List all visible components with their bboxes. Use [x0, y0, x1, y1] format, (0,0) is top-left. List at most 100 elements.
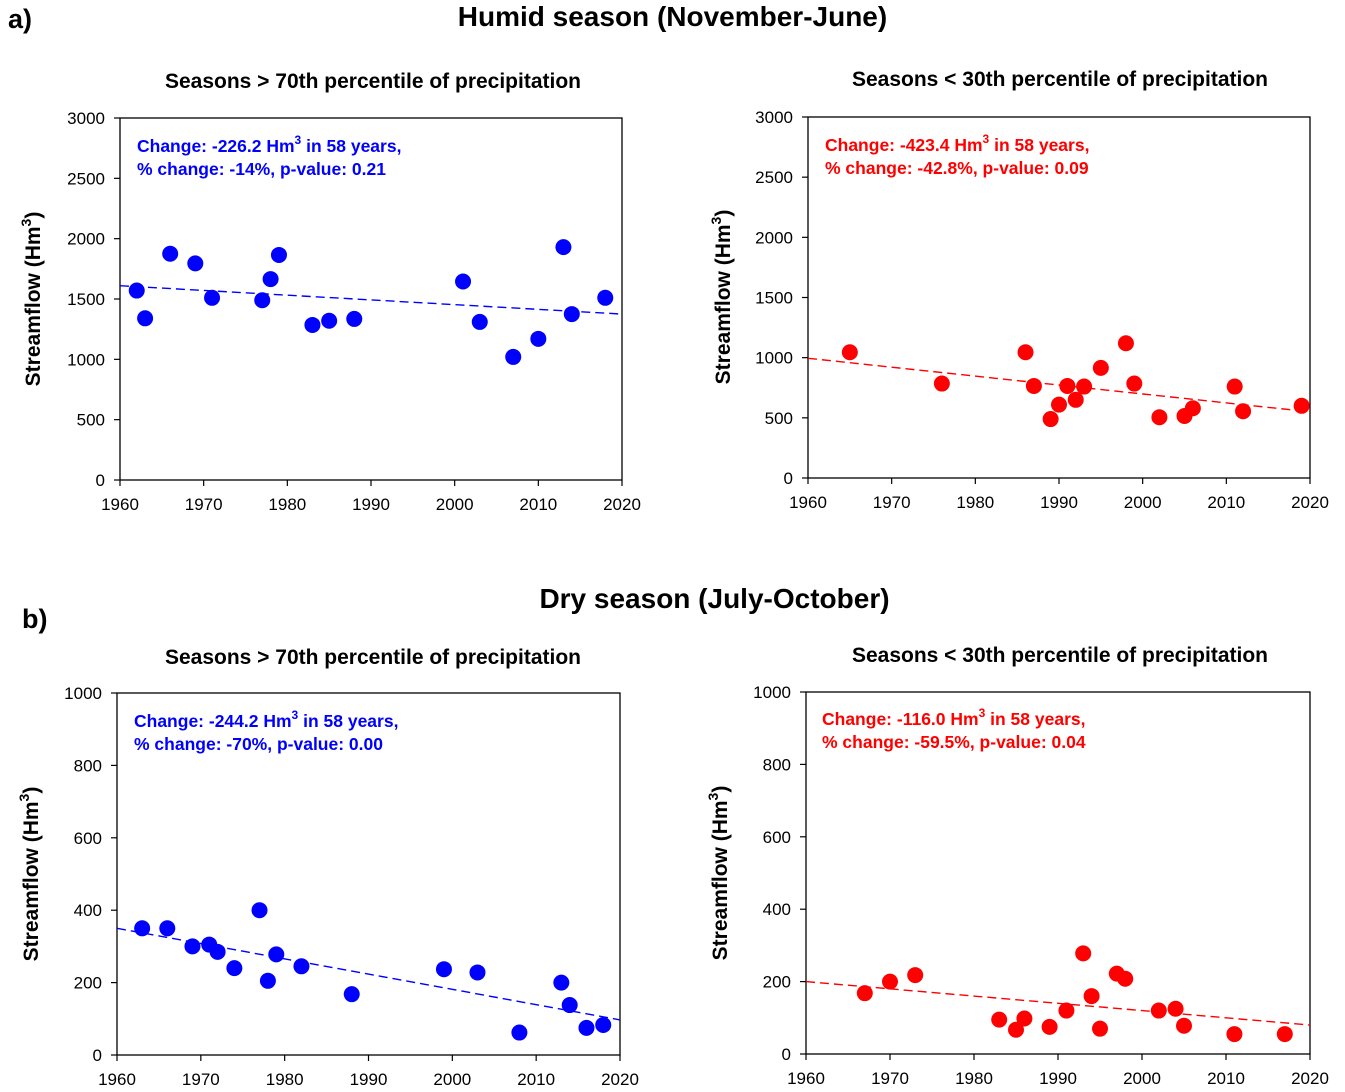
- y-tick-label: 400: [74, 901, 102, 920]
- x-tick-label: 1980: [266, 1070, 304, 1089]
- data-point: [1167, 1000, 1184, 1017]
- data-point: [209, 943, 226, 960]
- y-tick-label: 2000: [67, 230, 105, 249]
- data-point: [162, 245, 179, 262]
- x-tick-label: 1960: [789, 493, 827, 512]
- data-point: [251, 902, 268, 919]
- annotation-line-1: Change: -226.2 Hm3 in 58 years,: [137, 133, 401, 156]
- x-tick-label: 1990: [350, 1070, 388, 1089]
- panel-b-right-title: Seasons < 30th percentile of precipitati…: [851, 644, 1269, 667]
- data-point: [1058, 1002, 1075, 1019]
- x-tick-label: 1990: [1039, 1069, 1077, 1088]
- y-tick-label: 400: [763, 900, 791, 919]
- x-tick-label: 1970: [873, 493, 911, 512]
- section-b-title: Dry season (July-October): [539, 583, 890, 614]
- y-tick-label: 500: [77, 411, 105, 430]
- x-tick-label: 2020: [603, 495, 641, 514]
- data-point: [1075, 945, 1092, 962]
- data-point: [553, 974, 570, 991]
- data-point: [1150, 1002, 1167, 1019]
- data-point: [1016, 1010, 1033, 1027]
- y-tick-label: 200: [763, 973, 791, 992]
- data-point: [1117, 335, 1134, 352]
- chart-b-right: 1960 1970 1980 1990 2000 2010 2020 0 200 400 600 80…: [705, 683, 1329, 1088]
- y-tick-label: 0: [782, 1045, 791, 1064]
- y-tick-label: 200: [74, 974, 102, 993]
- panel-a-left-title: Seasons > 70th percentile of precipitati…: [164, 70, 582, 93]
- trend-line: [805, 980, 1311, 1026]
- y-tick-label: 2000: [755, 228, 793, 247]
- annotation-line-1: Change: -116.0 Hm3 in 58 years,: [822, 706, 1085, 729]
- data-point: [555, 239, 572, 256]
- data-point: [1092, 1020, 1108, 1037]
- x-tick-label: 2010: [1207, 493, 1245, 512]
- data-point: [159, 920, 176, 937]
- annotation-line-2: % change: -59.5%, p-value: 0.04: [822, 732, 1086, 752]
- y-tick-label: 2500: [67, 169, 105, 188]
- data-point: [1293, 397, 1310, 414]
- y-tick-label: 800: [74, 756, 102, 775]
- x-tick-label: 1960: [101, 495, 139, 514]
- data-point: [455, 273, 472, 290]
- data-point: [882, 973, 898, 990]
- x-tick-label: 2010: [517, 1070, 555, 1089]
- y-axis-label: Streamflow (Hm3): [16, 787, 43, 962]
- data-point: [1176, 1017, 1192, 1034]
- data-point: [530, 330, 547, 347]
- data-point: [1226, 378, 1243, 395]
- data-point: [578, 1019, 595, 1036]
- x-tick-label: 1980: [955, 1069, 993, 1088]
- x-tick-label: 2020: [1291, 1069, 1329, 1088]
- panel-a-right-title: Seasons < 30th percentile of precipitati…: [851, 68, 1269, 91]
- x-tick-label: 2020: [1291, 493, 1329, 512]
- annotation-line-1: Change: -423.4 Hm3 in 58 years,: [825, 132, 1089, 155]
- trend-line: [116, 927, 621, 1021]
- x-tick-label: 1990: [352, 495, 390, 514]
- data-point: [469, 964, 486, 981]
- y-tick-label: 1500: [755, 289, 793, 308]
- y-tick-label: 500: [765, 409, 793, 428]
- x-tick-label: 1970: [185, 495, 223, 514]
- data-point: [1059, 377, 1076, 394]
- data-point: [907, 967, 924, 984]
- data-point: [1076, 378, 1093, 395]
- x-tick-label: 1980: [268, 495, 306, 514]
- data-point: [841, 344, 858, 361]
- data-point: [346, 310, 363, 327]
- x-tick-label: 2010: [1207, 1069, 1245, 1088]
- data-point: [933, 375, 950, 392]
- y-tick-label: 3000: [755, 108, 793, 127]
- annotation-line-2: % change: -70%, p-value: 0.00: [134, 734, 383, 754]
- y-axis-label: Streamflow (Hm3): [705, 786, 732, 961]
- data-point: [1008, 1021, 1024, 1038]
- data-point: [1151, 409, 1168, 426]
- y-tick-label: 2500: [755, 168, 793, 187]
- data-point: [1092, 359, 1109, 376]
- annotation-line-2: % change: -14%, p-value: 0.21: [137, 159, 386, 179]
- data-point: [262, 271, 279, 288]
- data-point: [1276, 1026, 1293, 1043]
- data-point: [856, 985, 873, 1002]
- x-tick-label: 1960: [787, 1069, 825, 1088]
- section-b-label: b): [22, 604, 48, 634]
- chart-a-right: 1960 1970 1980 1990 2000 2010 2020 0 500 1000 1500…: [708, 108, 1329, 512]
- y-tick-label: 600: [763, 828, 791, 847]
- data-point: [1235, 403, 1252, 420]
- data-point: [1017, 344, 1034, 361]
- data-point: [321, 312, 338, 329]
- data-point: [1051, 396, 1067, 413]
- y-tick-label: 1000: [67, 350, 105, 369]
- data-point: [204, 289, 221, 306]
- data-point: [561, 997, 578, 1014]
- data-point: [991, 1011, 1008, 1028]
- data-point: [471, 313, 488, 330]
- data-point: [435, 961, 452, 978]
- x-tick-label: 1980: [956, 493, 994, 512]
- section-a-label: a): [8, 4, 33, 34]
- data-point: [1226, 1026, 1243, 1043]
- annotation-line-2: % change: -42.8%, p-value: 0.09: [825, 158, 1089, 178]
- trend-line: [119, 285, 623, 315]
- data-point: [563, 306, 580, 323]
- y-tick-label: 600: [74, 829, 102, 848]
